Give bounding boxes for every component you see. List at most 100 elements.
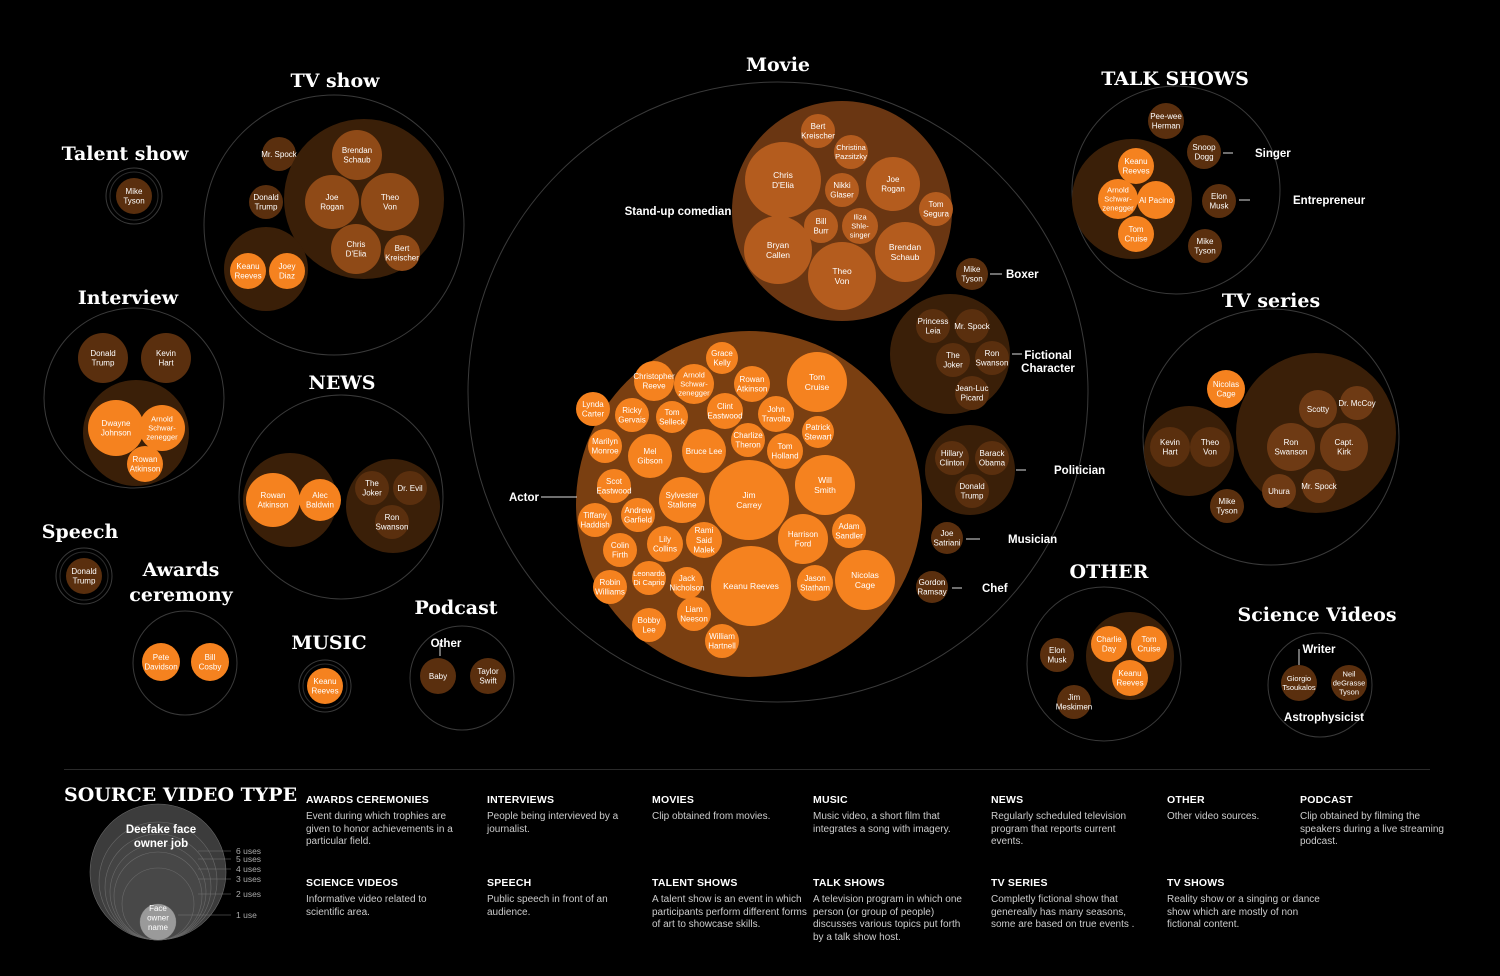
subgroup: Rowan Atkinson Alec Baldwin <box>243 453 341 547</box>
group-outline <box>105 167 163 225</box>
group-outline <box>1267 632 1373 738</box>
bubble-label: Elon Musk <box>1209 192 1229 211</box>
bubble-talk_shows-al-pacino: Al Pacino <box>1137 181 1175 219</box>
bubble-label: Donald Trump <box>959 482 984 501</box>
bubble-circle <box>230 253 266 289</box>
bubble-label: Colin Firth <box>611 541 629 560</box>
bubble-tv_series-uhura: Uhura <box>1262 474 1296 508</box>
bubble-circle <box>1188 229 1222 263</box>
subgroup: Elon Musk Jim Meskimen <box>1040 638 1092 719</box>
bubble-movie-jim-carrey: Jim Carrey <box>709 460 789 540</box>
bubble-movie-keanu-reeves: Keanu Reeves <box>711 546 791 626</box>
bubble-circle <box>262 137 296 171</box>
legend-definition-title: MUSIC <box>813 794 848 806</box>
legend-definition-text: Reality show or a singing or dance show … <box>1167 894 1320 930</box>
bubble-circle <box>795 455 855 515</box>
bubble-label: Jack Nicholson <box>669 574 704 593</box>
bubble-label: Giorgio Tsoukalos <box>1282 674 1316 692</box>
bubble-label: Joey Diaz <box>279 262 296 281</box>
bubble-label: Christina Pazsitzky <box>835 143 867 161</box>
bubble-music-keanu-reeves: Keanu Reeves <box>307 668 343 704</box>
bubble-label: Jean-Luc Picard <box>956 384 989 403</box>
bubble-circle <box>1131 626 1167 662</box>
subgroup-label-writer: Writer <box>1302 644 1336 656</box>
bubble-circle <box>139 405 185 451</box>
bubble-circle <box>734 366 770 402</box>
bubble-movie-iliza-shlesinger: Iliza Shle-singer <box>842 208 878 244</box>
bubble-movie-andrew-garfield: Andrew Garfield <box>621 498 655 532</box>
subgroup: Donald Trump <box>66 558 102 594</box>
bubble-awards-bill-cosby: Bill Cosby <box>191 643 229 681</box>
subgroup: Keanu Reeves <box>307 668 343 704</box>
bubble-label: Ron Swanson <box>376 513 409 532</box>
bubble-label: Andrew Garfield <box>624 506 652 525</box>
bubble-movie-rami-said-malek: Rami Said Malek <box>686 522 722 558</box>
bubble-circle <box>1207 370 1245 408</box>
legend-definition-text: Event during which trophies are given to… <box>306 811 453 847</box>
bubble-movie-princess-leia: Princess Leia <box>916 309 950 343</box>
subgroup-label-politician: Politician <box>1054 465 1105 477</box>
bubble-circle <box>975 341 1009 375</box>
bubble-label: Christopher Reeve <box>633 372 675 391</box>
group-outline <box>1142 308 1400 566</box>
bubble-label: Tiffany Haddish <box>580 511 609 530</box>
bubble-circle <box>802 416 834 448</box>
bubble-circle <box>955 474 989 508</box>
bubble-movie-grace-kelly: Grace Kelly <box>706 342 738 374</box>
legend-definition-text: Completly fictional show that genereally… <box>991 894 1135 930</box>
bubble-label: Nicolas Cage <box>851 570 879 590</box>
bubble-tv_show-bert-kreischer: Bert Kreischer <box>384 235 420 271</box>
bubble-label: Capt. Kirk <box>1334 438 1353 457</box>
bubble-tv_series-capt-kirk: Capt. Kirk <box>1320 423 1368 471</box>
bubble-circle <box>632 561 666 595</box>
bubble-circle <box>1281 665 1317 701</box>
group-podcast: Podcast Baby Other Taylor Swift <box>409 597 515 731</box>
legend-bubble-caption: Deefake face owner job <box>126 824 196 850</box>
bubble-label: Brendan Schaub <box>342 146 372 165</box>
legend-center-circle <box>140 904 176 940</box>
legend-size-label: 4 uses <box>236 864 261 874</box>
bubble-label: Keanu Reeves <box>234 262 261 281</box>
bubble-circle <box>1190 427 1230 467</box>
bubble-movie-barack-obama: Barack Obama <box>975 441 1009 475</box>
bubble-label: Keanu Reeves <box>1116 669 1143 688</box>
bubble-tv_show-donald-trump: Donald Trump <box>249 185 283 219</box>
bubble-movie-marilyn-monroe: Marilyn Monroe <box>588 429 622 463</box>
bubble-circle <box>955 309 989 343</box>
group-title: Speech <box>42 521 119 543</box>
subgroup: Pee-wee Herman <box>1148 103 1184 139</box>
bubble-circle <box>955 376 989 410</box>
bubble-label: Dwayne Johnson <box>101 419 131 438</box>
group-title: NEWS <box>309 372 376 394</box>
bubble-label: Mr. Spock <box>1301 482 1338 491</box>
bubble-circle <box>191 643 229 681</box>
bubble-label: Bert Kreischer <box>801 122 835 141</box>
bubble-label: Bill Burr <box>813 217 828 236</box>
bubble-label: Arnold Schwar-zenegger <box>678 371 710 398</box>
bubble-circle <box>331 224 381 274</box>
group-interview: Interview Donald Trump Kevin Hart Dwayne Johns… <box>43 287 225 489</box>
bubble-label: Rowan Atkinson <box>130 455 161 474</box>
bubble-label: Theo Von <box>1201 438 1220 457</box>
bubble-circle <box>758 396 794 432</box>
bubble-label: Mr. Spock <box>954 322 991 331</box>
bubble-movie-mel-gibson: Mel Gibson <box>628 434 672 478</box>
bubble-label: Grace Kelly <box>711 349 733 368</box>
bubble-circle <box>66 558 102 594</box>
bubble-other-charlie-day: Charlie Day <box>1091 626 1127 662</box>
bubble-podcast-taylor-swift: Taylor Swift <box>470 658 506 694</box>
bubble-label: Jason Statham <box>800 574 830 593</box>
bubble-label: Mel Gibson <box>637 447 662 466</box>
bubble-label: Bryan Callen <box>766 240 790 260</box>
bubble-movie-joe-satriani: Joe Satriani <box>931 522 963 554</box>
subgroup-musician: Joe Satriani Musician <box>931 522 1057 554</box>
bubble-label: Theo Von <box>832 266 852 286</box>
bubble-label: Joe Satriani <box>933 529 960 548</box>
legend-definition-news: NEWS Regularly scheduled television progr… <box>991 794 1146 849</box>
group-other: OTHER Elon Musk Jim Meskimen Charlie Day Tom Cru… <box>1026 561 1182 742</box>
bubble-podcast-baby: Baby <box>420 658 456 694</box>
bubble-circle <box>1118 216 1154 252</box>
bubble-label: Scot Eastwood <box>596 477 631 496</box>
bubble-label: Arnold Schwar-zenegger <box>146 415 178 442</box>
bubble-label: Bobby Lee <box>638 616 661 635</box>
